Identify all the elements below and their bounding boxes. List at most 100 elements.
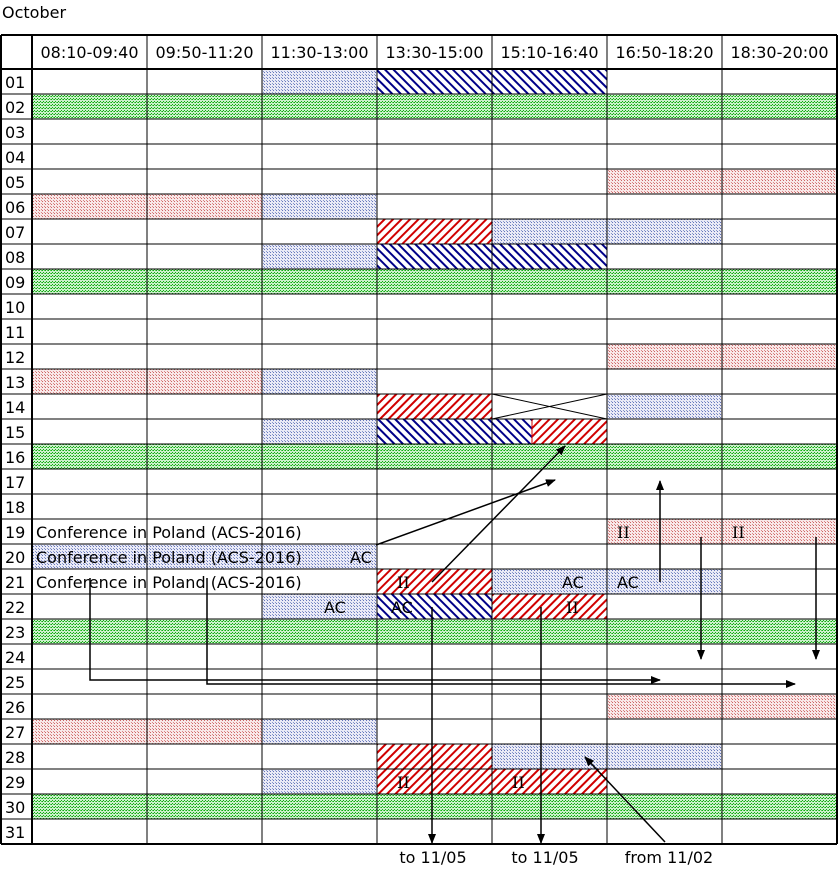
schedule-block-pinkdot: [722, 519, 837, 544]
day-label: 26: [5, 698, 25, 717]
move-note: to 11/05: [399, 848, 466, 867]
schedule-block-bluedot: [262, 69, 377, 94]
schedule-block-pinkdot: [722, 344, 837, 369]
day-label: 25: [5, 673, 25, 692]
schedule-block-bluedot: [492, 569, 607, 594]
schedule-block-bluedot: [492, 744, 607, 769]
day-label: 10: [5, 298, 25, 317]
cell-text: II: [397, 773, 410, 792]
schedule-block-redhatch: [377, 569, 492, 594]
schedule-block-redhatch: [492, 769, 607, 794]
day-label: 21: [5, 573, 25, 592]
schedule-block-green: [262, 444, 377, 469]
schedule-block-redhatch: [492, 594, 607, 619]
schedule-block-bluedot: [607, 219, 722, 244]
schedule-block-bluedot: [607, 744, 722, 769]
schedule-block-green: [262, 94, 377, 119]
schedule-block-redhatch: [377, 394, 492, 419]
schedule-block-bluedot: [262, 419, 377, 444]
schedule-block-pinkdot: [32, 719, 147, 744]
schedule-block-bluehatch: [377, 419, 492, 444]
schedule-block-bluehatch: [377, 594, 492, 619]
time-slot-header: 18:30-20:00: [731, 43, 829, 62]
schedule-block-green: [607, 269, 722, 294]
day-label: 01: [5, 73, 25, 92]
cell-text: AC: [350, 548, 372, 567]
day-label: 08: [5, 248, 25, 267]
schedule-block-green: [492, 269, 607, 294]
cell-text: II: [732, 523, 745, 542]
schedule-block-redhatch: [377, 219, 492, 244]
schedule-block-bluedot: [607, 394, 722, 419]
schedule-block-bluehatch: [377, 69, 492, 94]
cell-text: Conference in Poland (ACS-2016): [36, 573, 302, 592]
schedule-block-pinkdot: [607, 344, 722, 369]
schedule-block-green: [262, 269, 377, 294]
day-label: 20: [5, 548, 25, 567]
day-label: 05: [5, 173, 25, 192]
day-label: 03: [5, 123, 25, 142]
cell-text: AC: [391, 598, 413, 617]
day-label: 23: [5, 623, 25, 642]
reschedule-arrow: [206, 578, 796, 688]
schedule-block-green: [32, 794, 147, 819]
time-slot-header: 09:50-11:20: [156, 43, 254, 62]
reschedule-arrow: [431, 445, 566, 583]
day-label: 28: [5, 748, 25, 767]
cancel-mark-line: [491, 393, 608, 420]
cell-text: AC: [324, 598, 346, 617]
day-label: 29: [5, 773, 25, 792]
day-label: 13: [5, 373, 25, 392]
schedule-block-green: [147, 444, 262, 469]
day-label: 09: [5, 273, 25, 292]
time-slot-header: 13:30-15:00: [386, 43, 484, 62]
schedule-block-green: [492, 444, 607, 469]
schedule-block-bluehatch: [492, 69, 607, 94]
schedule-block-green: [722, 619, 837, 644]
day-label: 27: [5, 723, 25, 742]
day-label: 07: [5, 223, 25, 242]
schedule-block-bluedot: [262, 719, 377, 744]
schedule-block-green: [377, 794, 492, 819]
schedule-block-green: [722, 794, 837, 819]
day-label: 31: [5, 823, 25, 842]
day-label: 16: [5, 448, 25, 467]
schedule-block-pinkdot: [32, 369, 147, 394]
day-label: 22: [5, 598, 25, 617]
schedule-block-pinkdot: [147, 369, 262, 394]
schedule-block-bluedot: [262, 769, 377, 794]
schedule-block-bluedot: [262, 594, 377, 619]
schedule-block-bluedot: [262, 244, 377, 269]
schedule-block-green: [607, 94, 722, 119]
day-label: 14: [5, 398, 25, 417]
schedule-block-green: [492, 619, 607, 644]
cell-text: II: [397, 573, 410, 592]
schedule-block-green: [607, 619, 722, 644]
schedule-block-pinkdot: [607, 694, 722, 719]
schedule-block-pinkdot: [607, 169, 722, 194]
schedule-block-green: [147, 269, 262, 294]
move-note: to 11/05: [511, 848, 578, 867]
day-label: 17: [5, 473, 25, 492]
cell-text: Conference in Poland (ACS-2016): [36, 548, 302, 567]
schedule-block-redhatch: [377, 769, 492, 794]
schedule-block-bluedot: [147, 544, 262, 569]
day-label: 06: [5, 198, 25, 217]
schedule-block-green: [722, 94, 837, 119]
schedule-block-bluehatch: [492, 244, 607, 269]
schedule-block-green: [377, 444, 492, 469]
schedule-block-green: [377, 269, 492, 294]
schedule-block-green: [32, 94, 147, 119]
schedule-block-pinkdot: [147, 719, 262, 744]
schedule-block-pinkdot: [722, 694, 837, 719]
cell-text: AC: [617, 573, 639, 592]
day-label: 19: [5, 523, 25, 542]
cell-text: II: [512, 773, 525, 792]
time-slot-header: 16:50-18:20: [616, 43, 714, 62]
schedule-block-green: [722, 444, 837, 469]
day-label: 12: [5, 348, 25, 367]
schedule-block-pinkdot: [147, 194, 262, 219]
schedule-block-bluedot: [262, 544, 377, 569]
schedule-block-green: [492, 94, 607, 119]
schedule-block-bluehatch: [377, 244, 492, 269]
